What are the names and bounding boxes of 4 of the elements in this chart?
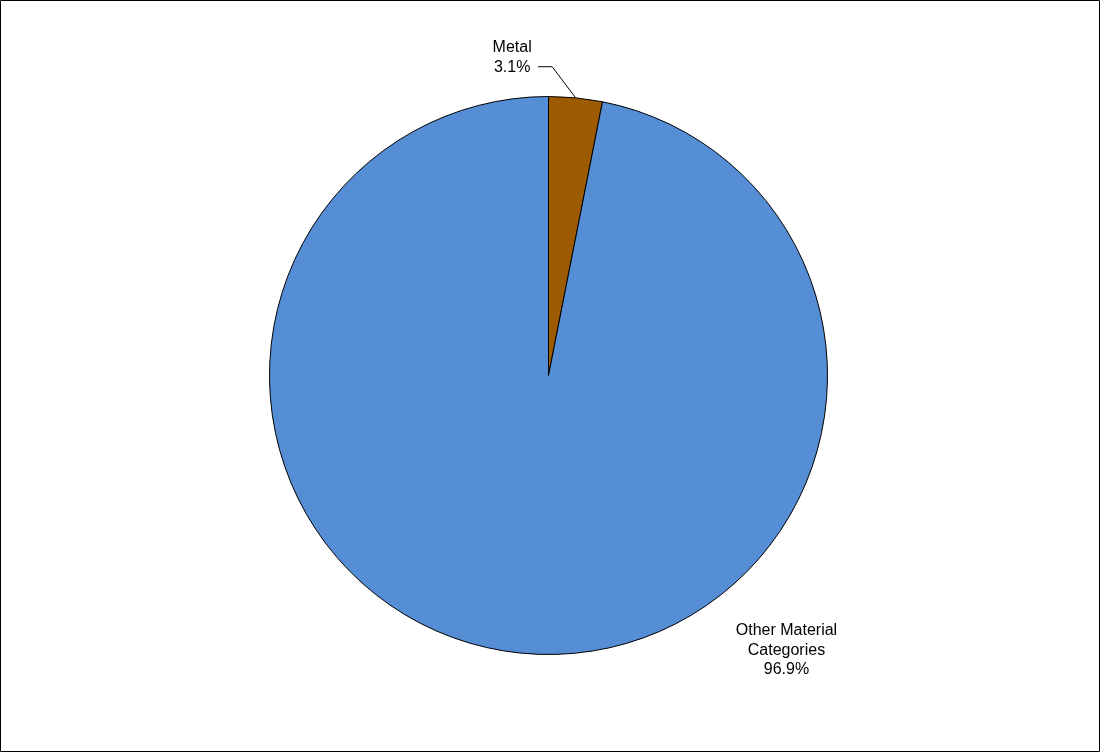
data-label: 3.1% bbox=[493, 57, 531, 75]
slice-label: Other Material Categories bbox=[735, 621, 838, 658]
slice-label: Metal bbox=[492, 38, 532, 56]
data-label: 96.9% bbox=[763, 660, 810, 678]
